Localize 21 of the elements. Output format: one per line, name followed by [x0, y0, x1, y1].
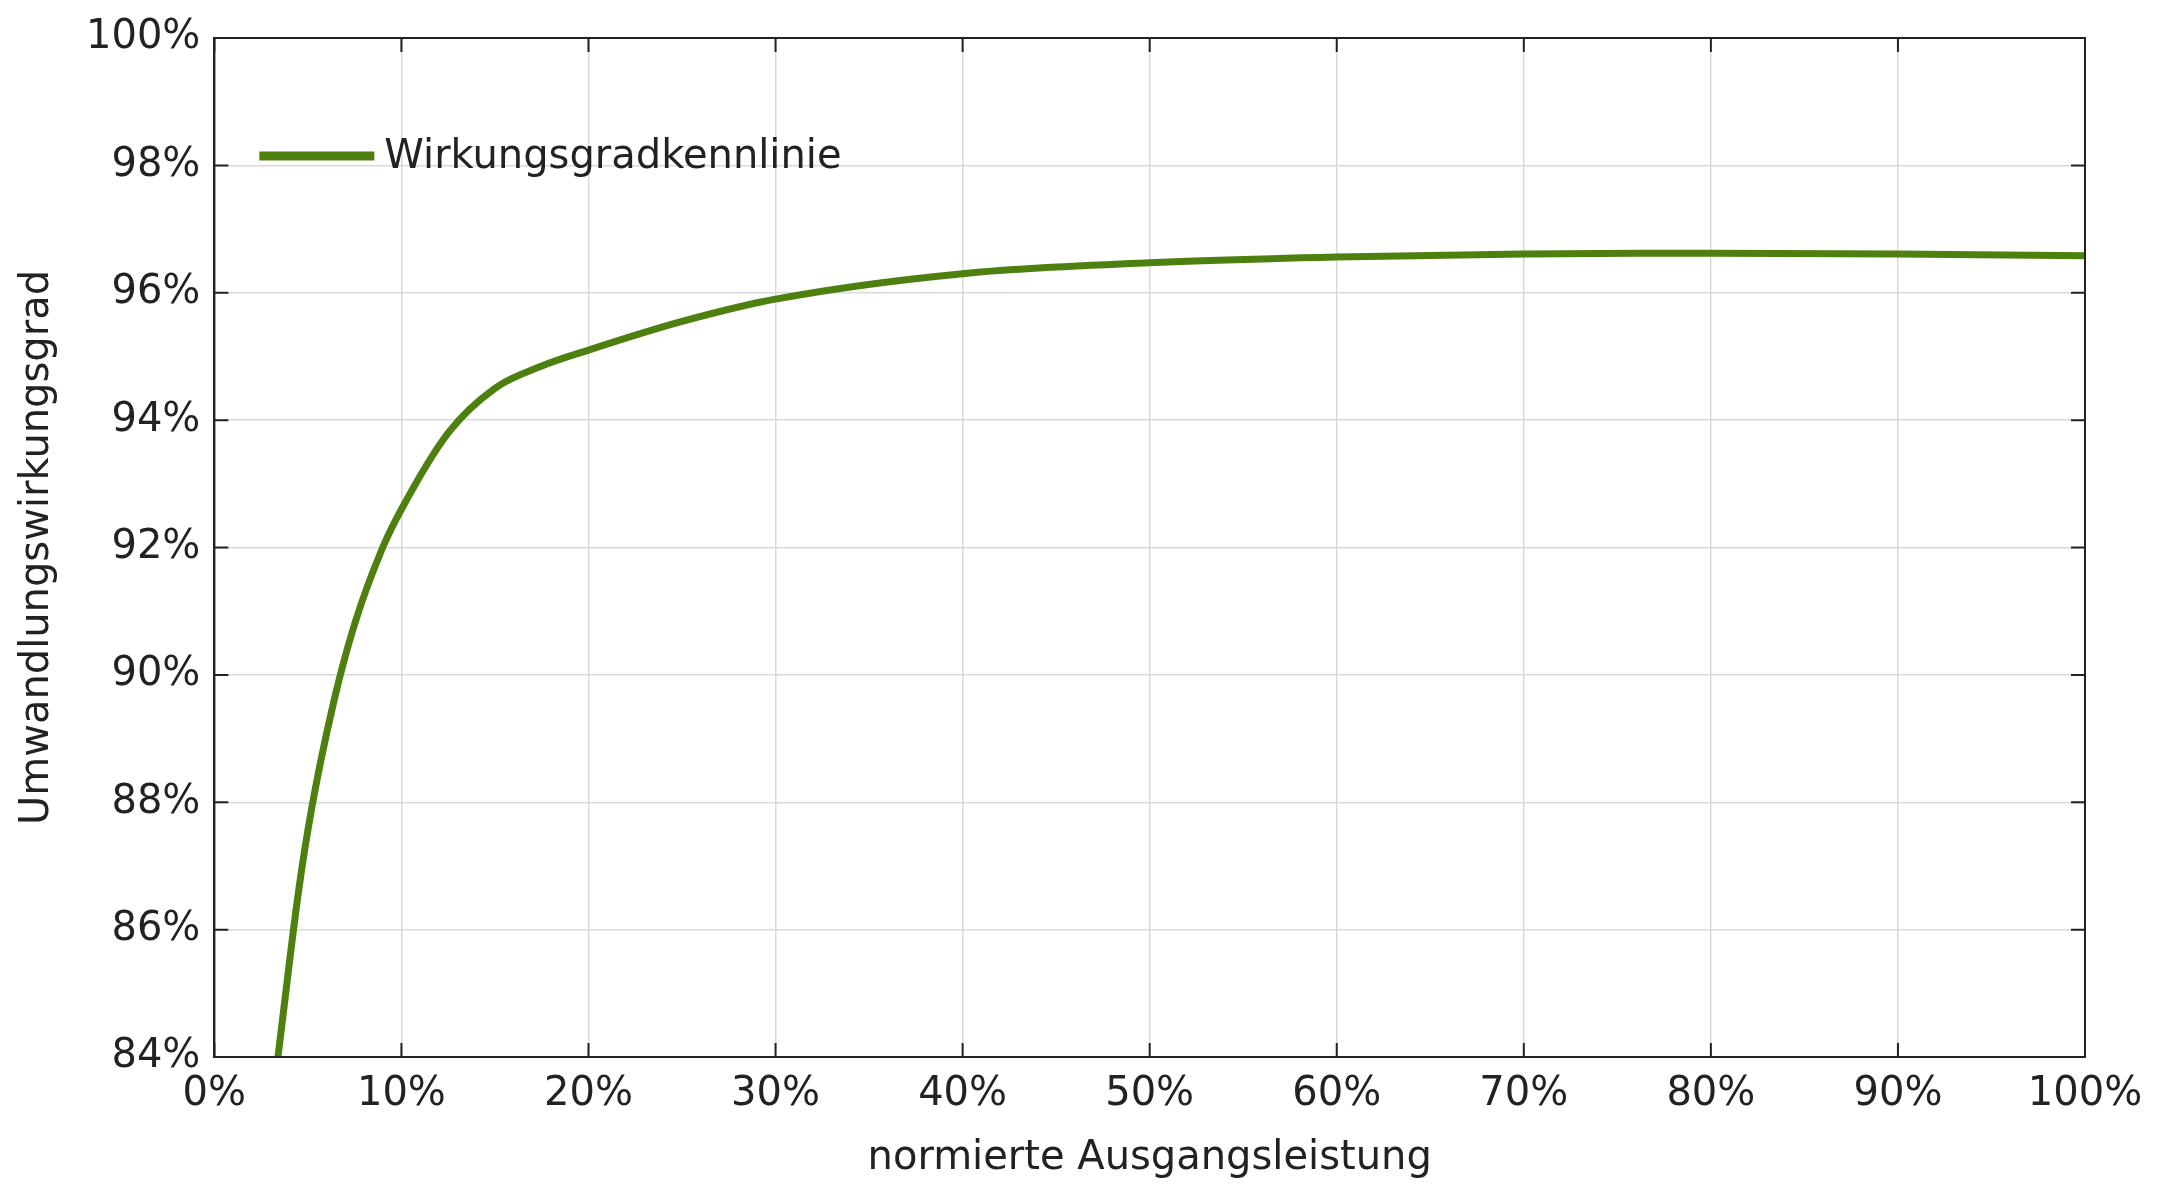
y-tick-label: 90% — [111, 648, 201, 695]
x-tick-label: 70% — [1479, 1068, 1569, 1115]
y-tick-label: 98% — [111, 138, 201, 185]
y-tick-label: 86% — [111, 903, 201, 950]
x-tick-label: 90% — [1853, 1068, 1943, 1115]
y-axis-title: Umwandlungswirkungsgrad — [11, 269, 58, 826]
x-tick-label: 40% — [918, 1068, 1008, 1115]
y-tick-label: 100% — [86, 11, 201, 58]
x-tick-label: 100% — [2027, 1068, 2143, 1115]
x-tick-label: 30% — [731, 1068, 820, 1115]
x-tick-label: 20% — [544, 1068, 633, 1115]
x-axis-title: normierte Ausgangsleistung — [867, 1132, 1432, 1179]
y-tick-label: 88% — [111, 775, 201, 822]
x-tick-label: 10% — [356, 1068, 446, 1115]
x-tick-label: 60% — [1292, 1068, 1382, 1115]
y-tick-label: 94% — [111, 393, 201, 440]
y-tick-label: 92% — [111, 520, 201, 567]
x-tick-label: 50% — [1105, 1068, 1195, 1115]
x-tick-label: 80% — [1666, 1068, 1756, 1115]
y-tick-label: 96% — [111, 266, 201, 313]
legend-label: Wirkungsgradkennlinie — [384, 131, 842, 178]
